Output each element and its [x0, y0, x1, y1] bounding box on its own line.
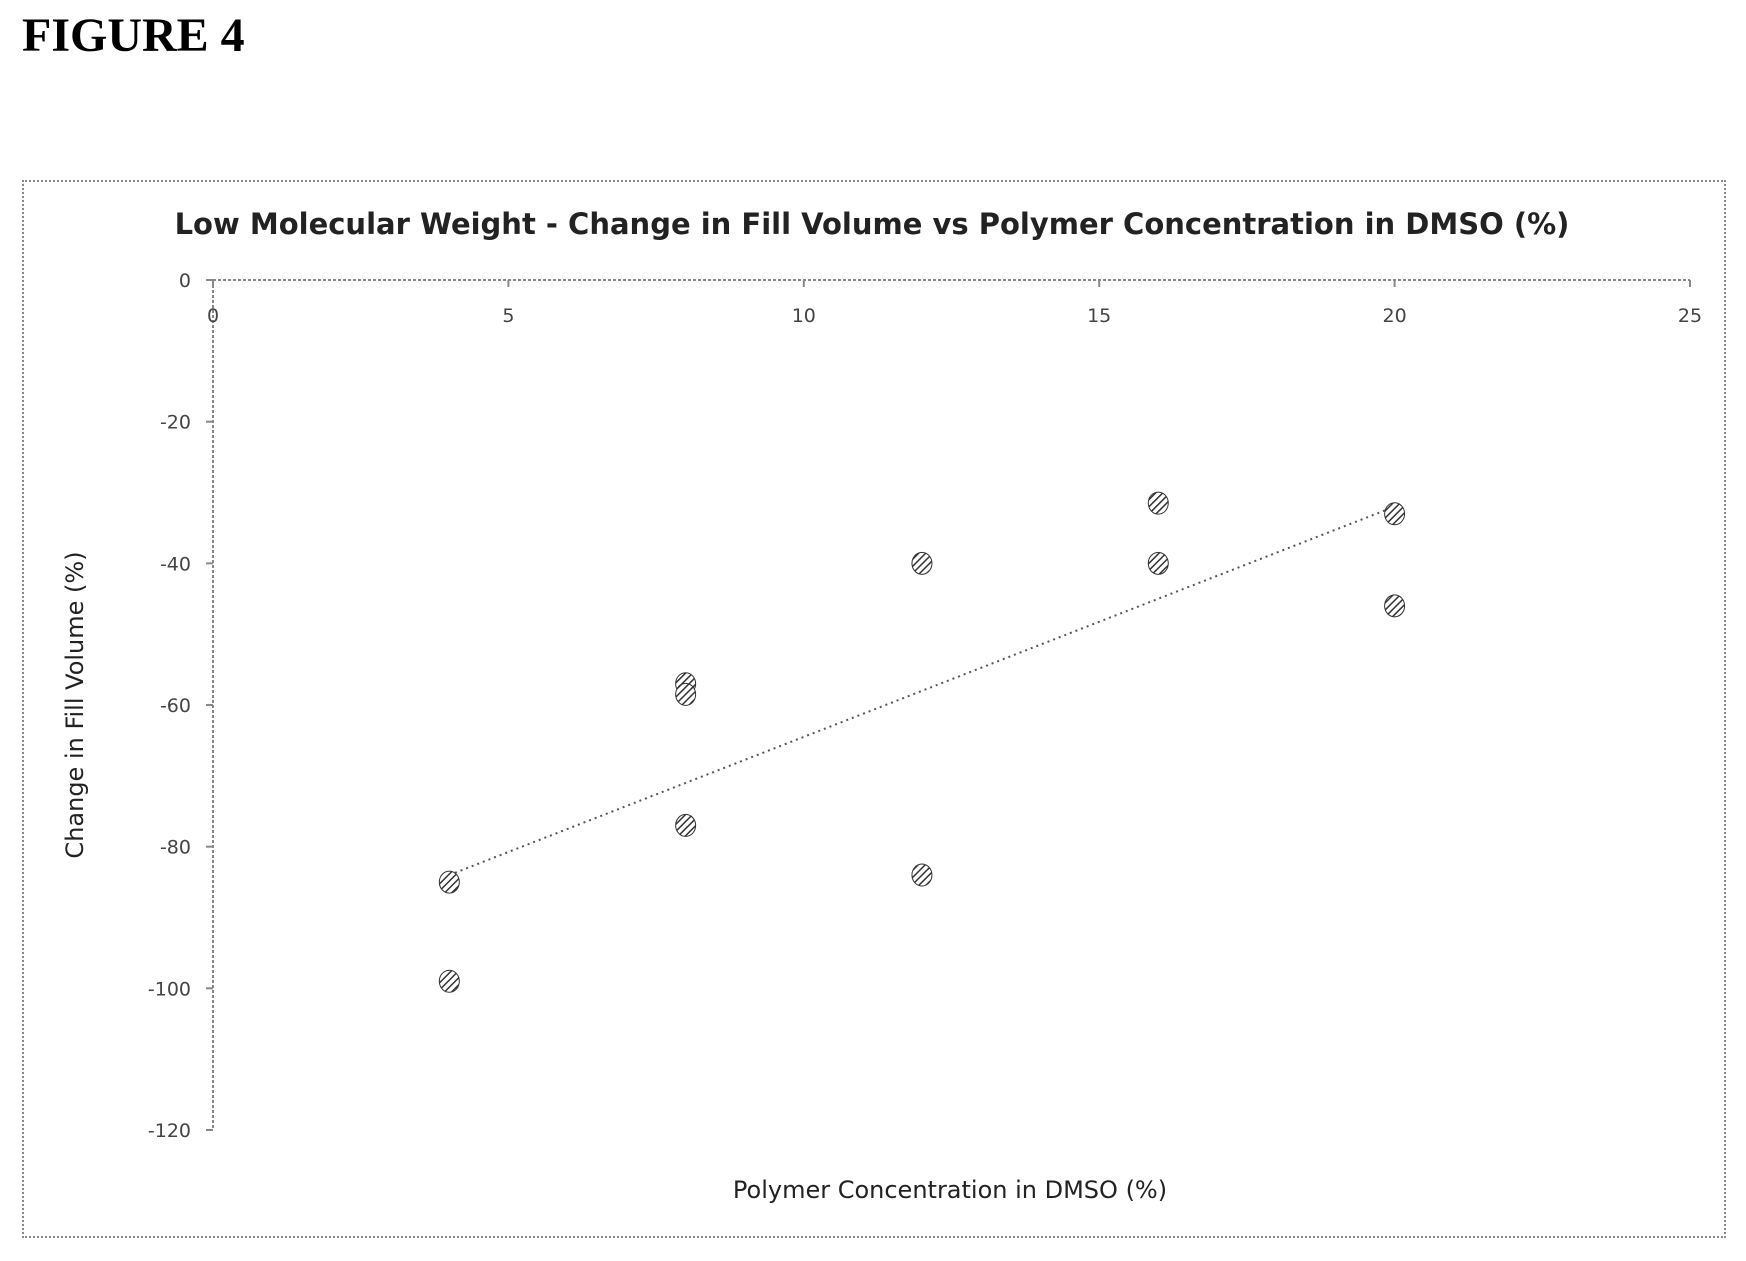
- y-tick-label: 0: [179, 270, 191, 292]
- data-point: [911, 863, 933, 887]
- y-tick-label: -20: [160, 412, 191, 434]
- y-axis-title: Change in Fill Volume (%): [61, 551, 89, 858]
- trendline: [448, 505, 1395, 876]
- y-tick-label: -80: [160, 837, 191, 859]
- x-tick-label: 0: [207, 305, 219, 327]
- x-axis-title: Polymer Concentration in DMSO (%): [733, 1176, 1167, 1204]
- data-points: [438, 491, 1406, 993]
- data-point: [911, 551, 933, 575]
- data-point: [1147, 551, 1169, 575]
- y-tick-label: -120: [148, 1120, 191, 1142]
- tick-labels: 0 5 10 15 20 25 0 -20 -40 -60 -80 -100 -120: [148, 270, 1702, 1142]
- data-point: [438, 969, 460, 993]
- y-tick-label: -100: [148, 978, 191, 1000]
- x-tick-label: 15: [1087, 305, 1111, 327]
- data-point: [675, 813, 697, 837]
- data-point: [1384, 594, 1406, 618]
- y-tick-label: -40: [160, 553, 191, 575]
- data-point: [675, 682, 697, 706]
- data-point: [1147, 491, 1169, 515]
- x-tick-label: 5: [502, 305, 514, 327]
- x-tick-label: 25: [1678, 305, 1702, 327]
- chart-frame: [22, 180, 1726, 1238]
- x-tick-label: 20: [1383, 305, 1407, 327]
- data-point: [438, 870, 460, 894]
- y-tick-label: -60: [160, 695, 191, 717]
- axes: [206, 279, 1691, 1131]
- figure-label: FIGURE 4: [22, 9, 245, 62]
- x-tick-label: 10: [792, 305, 816, 327]
- chart-title: Low Molecular Weight - Change in Fill Vo…: [175, 207, 1570, 241]
- data-point: [1384, 502, 1406, 526]
